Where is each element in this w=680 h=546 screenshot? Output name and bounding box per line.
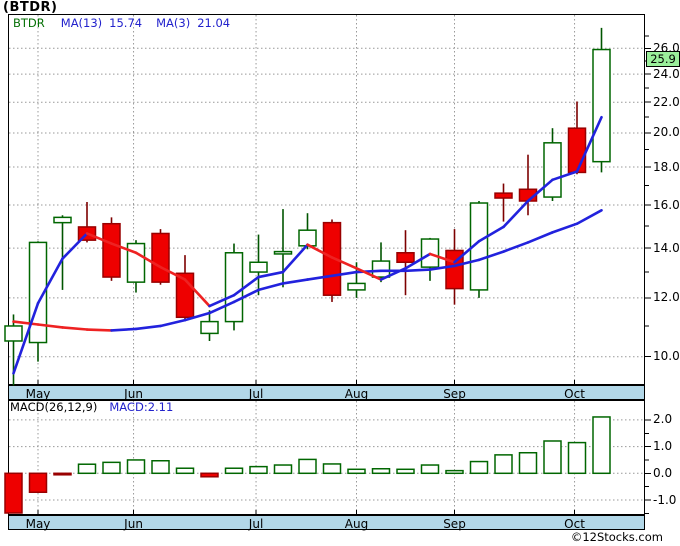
candlestick-series [4, 27, 611, 386]
macd-value-label: MACD:2.11 [109, 400, 174, 414]
ma13-value: 15.74 [109, 16, 143, 30]
ma13-line [12, 209, 603, 332]
macd-histogram [4, 416, 611, 514]
macd-header: MACD(26,12,9) MACD:2.11 [10, 400, 173, 414]
last-price-badge: 25.9 [646, 51, 680, 67]
branding-label: ©12Stocks.com [570, 530, 663, 544]
chart-legend: BTDR MA(13) 15.74 MA(3) 21.04 [13, 16, 230, 30]
page-title: (BTDR) [3, 0, 58, 15]
main-plot-border [8, 14, 645, 385]
ma3-label: MA(3) [156, 16, 191, 30]
ma3-line [12, 115, 603, 375]
macd-plot-border [8, 400, 645, 515]
ma3-value: 21.04 [197, 16, 231, 30]
ma13-label: MA(13) [60, 16, 103, 30]
macd-params-label: MACD(26,12,9) [10, 400, 98, 414]
month-band-bottom [8, 515, 645, 530]
main-gridlines [9, 47, 644, 358]
month-band-top [8, 385, 645, 400]
symbol-label: BTDR [13, 16, 45, 30]
